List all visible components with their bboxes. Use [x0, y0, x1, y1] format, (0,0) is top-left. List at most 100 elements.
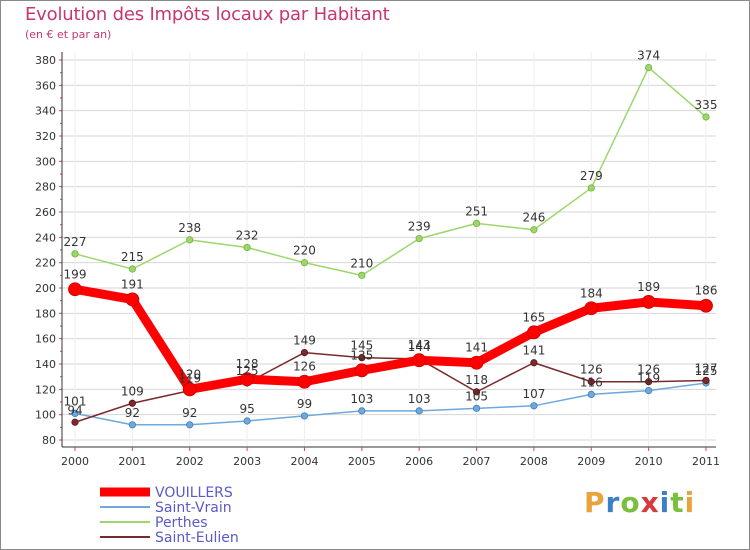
y-tick-label: 140: [35, 358, 56, 371]
data-point: [530, 226, 538, 234]
chart-subtitle: (en € et par an): [25, 28, 112, 41]
x-tick-label: 2001: [118, 455, 146, 468]
data-label: 232: [236, 228, 259, 242]
data-point: [699, 298, 713, 313]
data-label: 103: [408, 392, 431, 406]
data-label: 116: [580, 375, 603, 389]
data-point: [354, 363, 369, 378]
y-tick-label: 280: [35, 181, 56, 194]
data-label: 165: [522, 310, 545, 324]
logo-letter: x: [640, 486, 660, 519]
data-label: 215: [121, 250, 144, 264]
data-label: 109: [121, 384, 144, 398]
chart-title: Evolution des Impôts locaux par Habitant: [25, 4, 390, 25]
logo-letter: i: [659, 486, 671, 519]
data-point: [128, 421, 136, 429]
data-label: 118: [465, 373, 488, 387]
data-label: 101: [64, 394, 87, 408]
y-tick-label: 260: [35, 206, 56, 219]
data-point: [702, 113, 710, 121]
data-label: 239: [408, 220, 431, 234]
data-point: [243, 417, 251, 425]
logo-letter: t: [670, 486, 685, 519]
legend-label: Saint-Vrain: [155, 500, 232, 516]
data-label: 238: [178, 221, 201, 235]
data-label: 189: [637, 280, 660, 294]
data-point: [584, 301, 599, 316]
data-label: 184: [580, 286, 603, 300]
data-label: 144: [408, 340, 431, 354]
axes: 80 100 120 140 160 180 200 220 240 260 280 300 320 34…: [35, 52, 720, 468]
data-label: 199: [64, 267, 87, 281]
data-point: [300, 259, 309, 267]
data-label: 99: [297, 397, 312, 411]
data-point: [297, 374, 312, 389]
data-label: 149: [293, 334, 316, 348]
data-label: 186: [695, 284, 718, 298]
data-point: [469, 355, 484, 370]
data-point: [527, 325, 541, 340]
data-point: [68, 282, 82, 297]
data-point: [472, 404, 481, 412]
data-label: 128: [236, 357, 259, 371]
data-point: [128, 399, 136, 407]
data-point: [412, 353, 427, 368]
data-label: 120: [178, 367, 201, 381]
logo-letter: P: [584, 486, 606, 519]
data-point: [71, 250, 79, 258]
data-point: [645, 64, 653, 72]
data-label: 94: [67, 403, 82, 417]
data-label: 92: [182, 406, 197, 420]
data-label: 374: [637, 49, 660, 63]
data-label: 141: [465, 341, 488, 355]
data-label: 125: [236, 364, 259, 378]
data-label: 119: [637, 372, 660, 386]
data-label: 191: [121, 277, 144, 291]
x-tick-label: 2004: [290, 455, 318, 468]
y-tick-label: 360: [35, 79, 56, 92]
data-label: 125: [695, 364, 718, 378]
data-point: [415, 407, 423, 415]
y-tick-label: 220: [35, 257, 56, 270]
data-point: [587, 378, 595, 386]
data-point: [641, 295, 656, 309]
data-point: [645, 386, 653, 395]
series-vouillers: [68, 282, 713, 397]
data-label: 143: [408, 338, 431, 352]
data-point: [300, 348, 309, 357]
data-label: 126: [293, 360, 316, 374]
legend-label: VOUILLERS: [155, 485, 233, 501]
x-tick-label: 2010: [635, 455, 663, 468]
x-tick-label: 2007: [463, 455, 491, 468]
data-label: 145: [350, 339, 373, 353]
data-point: [125, 292, 140, 307]
logo-letter: r: [605, 486, 621, 519]
data-point: [530, 359, 538, 367]
data-label: 220: [293, 244, 316, 258]
data-point: [186, 421, 194, 429]
x-tick-label: 2003: [233, 455, 261, 468]
series-line: [74, 66, 707, 277]
data-label: 105: [465, 389, 488, 403]
legend-label: Perthes: [155, 515, 208, 531]
x-tick-label: 2002: [176, 455, 204, 468]
y-tick-label: 340: [35, 105, 56, 118]
data-label: 126: [580, 363, 603, 377]
data-label: 335: [695, 98, 718, 112]
data-label: 210: [350, 256, 373, 270]
data-label: 127: [695, 361, 718, 375]
data-point: [71, 418, 79, 426]
data-point: [472, 219, 481, 227]
data-point: [240, 372, 254, 387]
data-label: 107: [522, 387, 545, 401]
data-point: [587, 184, 595, 192]
data-point: [186, 236, 194, 244]
data-point: [472, 388, 481, 396]
y-tick-label: 300: [35, 155, 56, 168]
y-tick-label: 160: [35, 333, 56, 346]
data-point: [530, 402, 538, 410]
data-label: 103: [350, 392, 373, 406]
